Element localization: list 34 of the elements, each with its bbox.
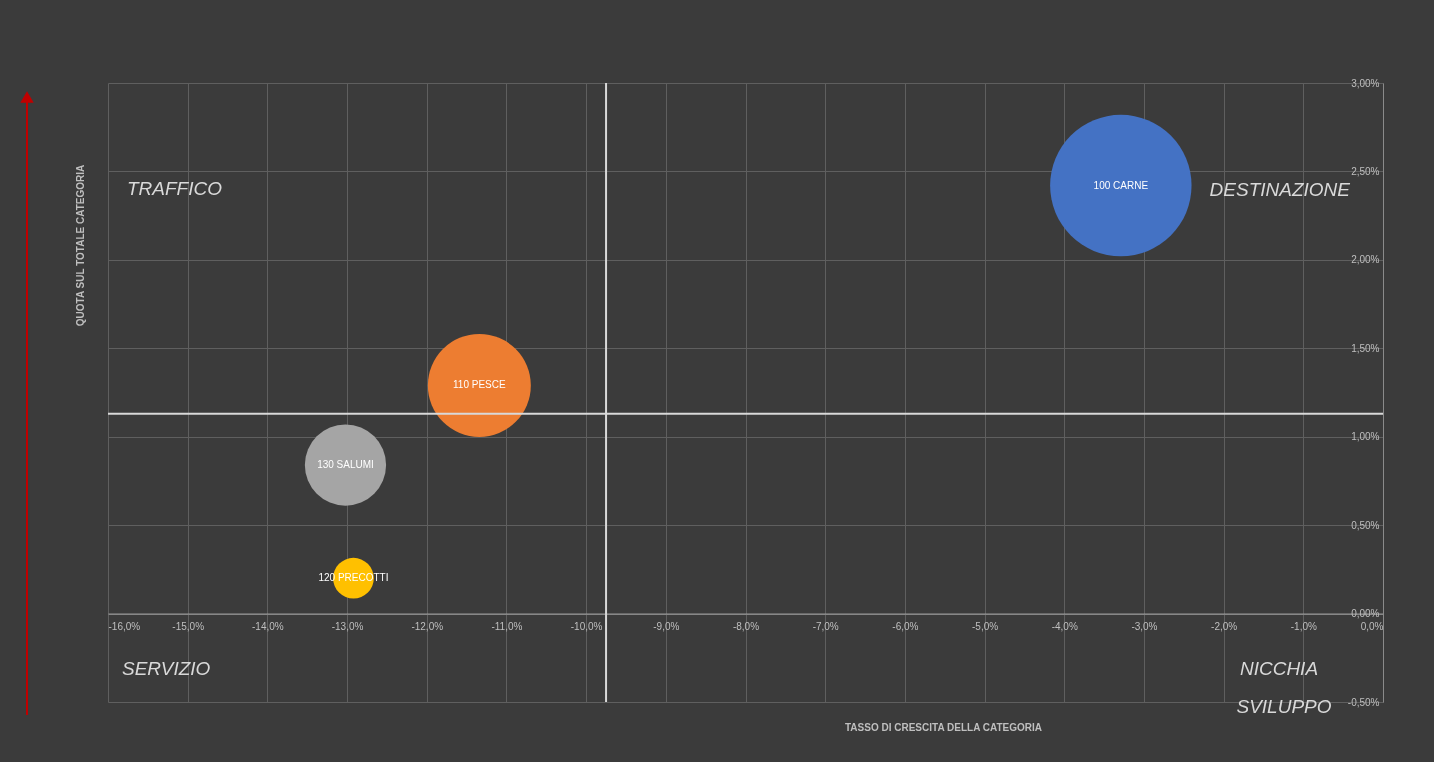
x-tick-label: -4,0%: [1051, 621, 1078, 633]
x-tick-label: -9,0%: [653, 621, 680, 633]
y-tick-label: 2,00%: [1351, 254, 1380, 266]
y-tick-label: 0,50%: [1351, 519, 1380, 531]
x-tick-label: -7,0%: [812, 621, 839, 633]
series-label: 110 PESCE: [453, 379, 506, 391]
x-tick-label: -11,0%: [491, 621, 523, 633]
x-axis-title: TASSO DI CRESCITA DELLA CATEGORIA: [844, 721, 1043, 733]
x-tick-label: -10,0%: [570, 621, 603, 633]
annotation: TRAFFICO: [127, 178, 223, 199]
x-tick-label: -1,0%: [1290, 621, 1317, 633]
y-tick-label: 1,00%: [1351, 431, 1380, 443]
series-label: 130 SALUMI: [317, 459, 374, 471]
x-tick-label: -15,0%: [172, 621, 205, 633]
x-tick-label: -5,0%: [972, 621, 999, 633]
y-tick-label: 2,50%: [1351, 165, 1380, 177]
y-tick-label: -0,50%: [1347, 696, 1380, 708]
annotation: NICCHIA: [1239, 658, 1319, 679]
x-tick-label: -13,0%: [331, 621, 364, 633]
x-tick-label: -3,0%: [1131, 621, 1158, 633]
x-tick-label: -8,0%: [732, 621, 760, 633]
y-axis-title: QUOTA SUL TOTALE CATEGORIA: [74, 164, 86, 327]
x-tick-label: -12,0%: [411, 621, 444, 633]
annotation: SERVIZIO: [122, 658, 211, 679]
x-tick-label: -16,0%: [108, 621, 141, 633]
series-label: 100 CARNE: [1093, 179, 1149, 191]
x-tick-label: -2,0%: [1211, 621, 1238, 633]
x-tick-label: 0,0%: [1360, 621, 1384, 633]
y-tick-label: 1,50%: [1351, 342, 1380, 354]
x-tick-label: -6,0%: [892, 621, 919, 633]
y-tick-label: 3,00%: [1351, 77, 1380, 89]
annotation: SVILUPPO: [1236, 696, 1332, 717]
annotation: DESTINAZIONE: [1209, 179, 1351, 200]
x-tick-label: -14,0%: [252, 621, 284, 633]
